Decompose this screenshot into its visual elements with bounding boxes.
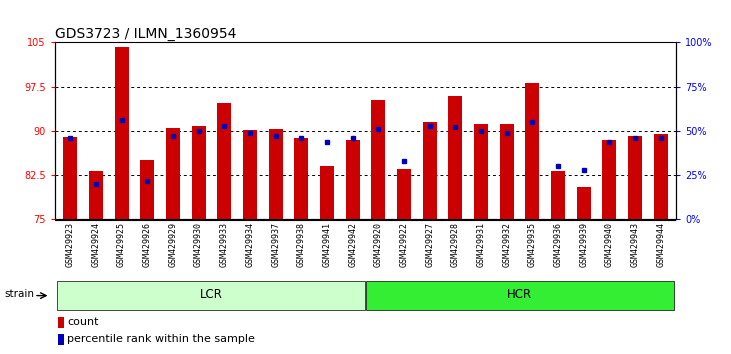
Bar [295,138,308,219]
Bar [474,124,488,219]
Text: GSM429937: GSM429937 [271,222,280,268]
Text: percentile rank within the sample: percentile rank within the sample [67,334,255,344]
Text: GSM429932: GSM429932 [502,222,511,268]
Text: GSM429920: GSM429920 [374,222,383,268]
Bar [551,171,565,219]
Bar [628,136,642,219]
Text: GSM429924: GSM429924 [91,222,100,268]
Text: GSM429922: GSM429922 [400,222,409,268]
Bar [423,122,436,219]
Bar [166,128,180,219]
Bar [602,140,616,219]
Text: GSM429941: GSM429941 [322,222,331,268]
Text: GSM429944: GSM429944 [656,222,665,268]
Text: strain: strain [4,289,34,299]
Text: GSM429926: GSM429926 [143,222,152,268]
Bar [577,187,591,219]
Text: GSM429943: GSM429943 [631,222,640,268]
Bar [500,124,514,219]
Text: GSM429925: GSM429925 [117,222,126,268]
Bar [346,140,360,219]
Text: LCR: LCR [200,289,223,302]
Text: GSM429936: GSM429936 [553,222,563,268]
Text: GSM429939: GSM429939 [579,222,588,268]
Text: GSM429928: GSM429928 [451,222,460,268]
Bar [448,96,463,219]
Text: GSM429935: GSM429935 [528,222,537,268]
Text: GSM429934: GSM429934 [246,222,254,268]
Bar [243,130,257,219]
Bar [217,103,231,219]
Text: GSM429927: GSM429927 [425,222,434,268]
Text: GSM429938: GSM429938 [297,222,306,268]
Text: GSM429930: GSM429930 [194,222,203,268]
Bar [366,281,673,310]
Bar [58,281,366,310]
Bar [58,317,64,328]
Bar [115,47,129,219]
Text: GDS3723 / ILMN_1360954: GDS3723 / ILMN_1360954 [55,28,236,41]
Text: count: count [67,318,99,327]
Text: GSM429929: GSM429929 [168,222,178,268]
Bar [58,334,64,345]
Bar [320,166,334,219]
Bar [89,171,103,219]
Bar [397,169,411,219]
Bar [654,134,668,219]
Bar [140,160,154,219]
Text: HCR: HCR [507,289,532,302]
Text: GSM429942: GSM429942 [348,222,357,268]
Text: GSM429933: GSM429933 [220,222,229,268]
Text: GSM429940: GSM429940 [605,222,614,268]
Bar [268,129,283,219]
Text: GSM429931: GSM429931 [477,222,485,268]
Bar [63,137,77,219]
Bar [526,82,539,219]
Text: GSM429923: GSM429923 [66,222,75,268]
Bar [371,100,385,219]
Bar [192,126,205,219]
